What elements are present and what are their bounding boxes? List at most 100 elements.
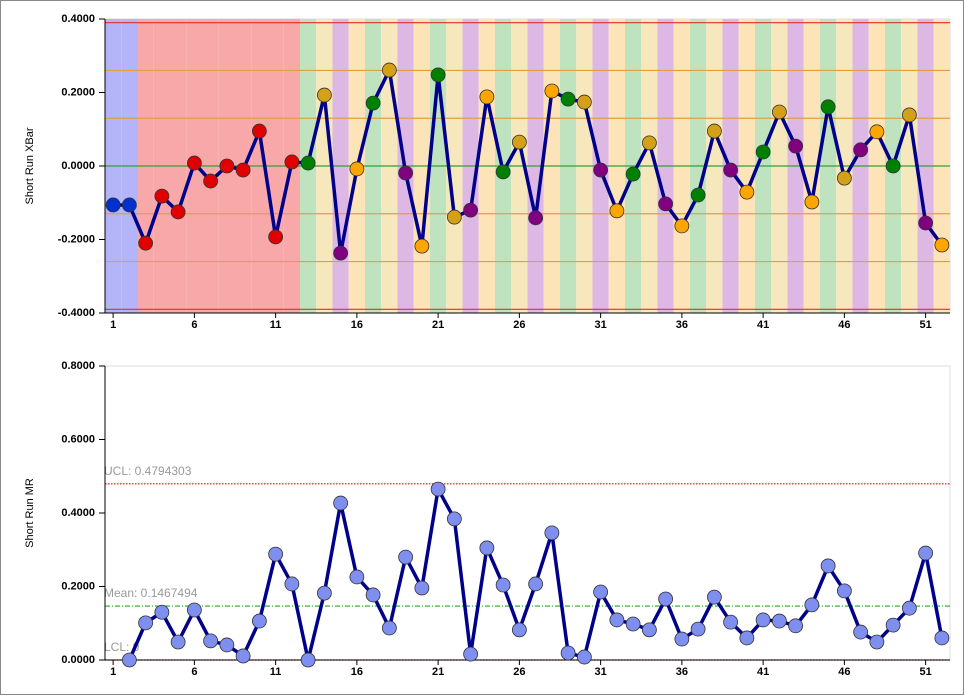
x-tick-label: 41 [757, 319, 769, 331]
point [771, 104, 787, 120]
point [446, 209, 462, 225]
point [836, 170, 852, 186]
point [463, 646, 479, 662]
control-label: Mean: 0.1467494 [104, 586, 198, 600]
point [495, 577, 511, 593]
point [479, 89, 495, 105]
point [186, 155, 202, 171]
point [836, 583, 852, 599]
point [349, 569, 365, 585]
x-tick-label: 1 [110, 666, 116, 678]
x-tick-label: 41 [757, 666, 769, 678]
point [853, 142, 869, 158]
x-tick-label: 31 [595, 666, 607, 678]
point [138, 615, 154, 631]
point [706, 123, 722, 139]
x-tick-label: 6 [191, 319, 197, 331]
point [706, 589, 722, 605]
point [641, 622, 657, 638]
point [755, 612, 771, 628]
x-tick-label: 21 [432, 319, 444, 331]
point [381, 62, 397, 78]
point [446, 511, 462, 527]
point [576, 649, 592, 665]
point [414, 238, 430, 254]
point [544, 83, 560, 99]
y-tick-label: 0.2000 [61, 86, 95, 98]
point [755, 144, 771, 160]
point [918, 545, 934, 561]
point [105, 197, 121, 213]
y-axis-label: Short Run XBar [24, 127, 36, 204]
y-tick-label: 0.2000 [61, 580, 95, 592]
point [333, 245, 349, 261]
point [609, 203, 625, 219]
point [674, 631, 690, 647]
point [869, 634, 885, 650]
point [544, 525, 560, 541]
point [869, 124, 885, 140]
x-tick-label: 6 [191, 666, 197, 678]
point [170, 634, 186, 650]
point [154, 188, 170, 204]
point [316, 87, 332, 103]
point [365, 95, 381, 111]
point [203, 633, 219, 649]
x-tick-label: 51 [920, 666, 932, 678]
point [528, 576, 544, 592]
control-label: UCL: 0.4794303 [104, 464, 192, 478]
point [576, 94, 592, 110]
y-tick-label: 0.0000 [61, 654, 95, 666]
point [804, 194, 820, 210]
point [430, 481, 446, 497]
point [885, 158, 901, 174]
plot-area [104, 365, 951, 661]
x-tick-label: 46 [838, 319, 850, 331]
point [658, 591, 674, 607]
point [593, 584, 609, 600]
point [300, 155, 316, 171]
y-tick-label: -0.2000 [58, 233, 95, 245]
point [511, 134, 527, 150]
point [430, 67, 446, 83]
point [934, 237, 950, 253]
point [154, 604, 170, 620]
point [934, 630, 950, 646]
point [723, 162, 739, 178]
point [235, 648, 251, 664]
x-tick-label: 16 [351, 319, 363, 331]
point [593, 162, 609, 178]
point [804, 597, 820, 613]
point [398, 165, 414, 181]
point [788, 138, 804, 154]
point [284, 154, 300, 170]
point [121, 197, 137, 213]
point [885, 617, 901, 633]
point [365, 587, 381, 603]
x-tick-label: 36 [676, 319, 688, 331]
point [901, 600, 917, 616]
x-tick-label: 11 [270, 666, 282, 678]
point [674, 218, 690, 234]
point [219, 158, 235, 174]
point [316, 585, 332, 601]
point [918, 215, 934, 231]
x-tick-label: 51 [920, 319, 932, 331]
point [690, 621, 706, 637]
point [739, 184, 755, 200]
x-tick-label: 31 [595, 319, 607, 331]
point [219, 637, 235, 653]
y-tick-label: 0.6000 [61, 433, 95, 445]
y-tick-label: 0.0000 [61, 160, 95, 172]
point [463, 202, 479, 218]
point [495, 164, 511, 180]
x-tick-label: 21 [432, 666, 444, 678]
point [560, 645, 576, 661]
point [560, 91, 576, 107]
x-tick-label: 16 [351, 666, 363, 678]
point [203, 173, 219, 189]
point [251, 123, 267, 139]
point [511, 622, 527, 638]
point [479, 540, 495, 556]
